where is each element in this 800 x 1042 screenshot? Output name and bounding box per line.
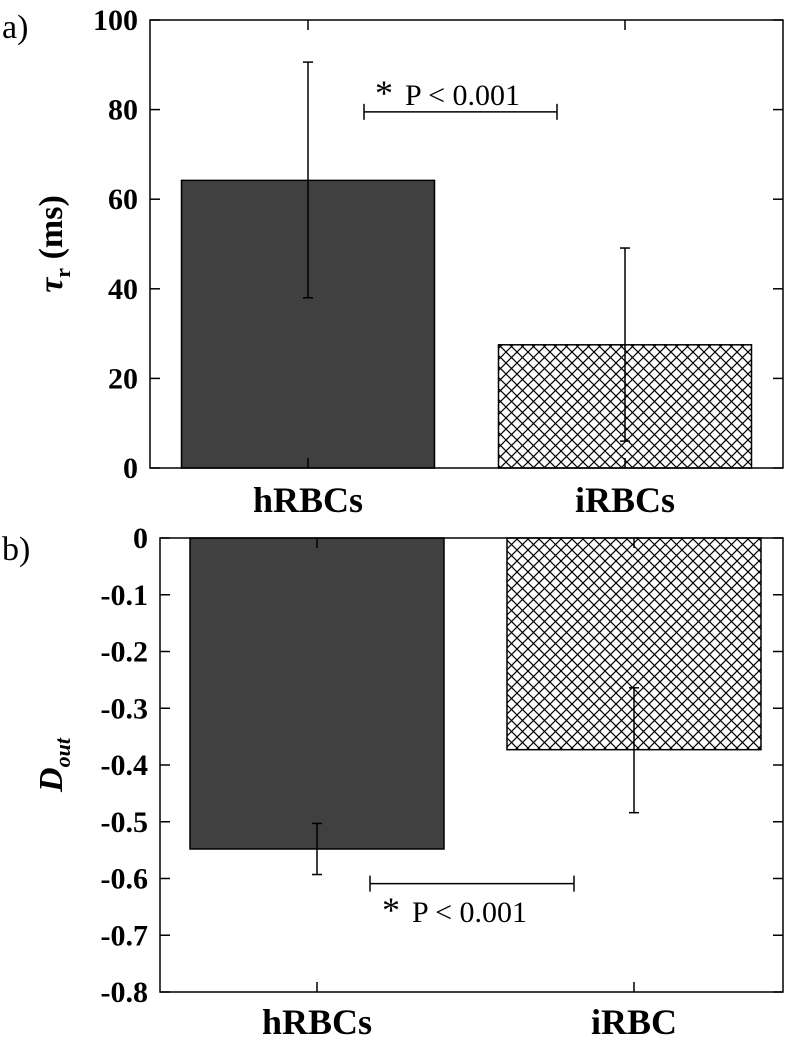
ytick-label: -0.7	[101, 919, 149, 952]
ytick-label: 0	[123, 452, 138, 485]
ytick-label: 20	[108, 362, 138, 395]
significance-text: P < 0.001	[405, 79, 520, 112]
ytick-label: -0.1	[101, 579, 149, 612]
ytick-label: -0.8	[101, 976, 149, 1009]
category-label-hRBCs: hRBCs	[253, 480, 363, 520]
panel-b: 0 -0.1 -0.2 -0.3 -0.4 -0.5 -0.6 -0.7 -0.8 hRBCs iR…	[2, 522, 784, 1042]
ytick-label: 80	[108, 94, 138, 127]
ytick-label: 100	[93, 4, 138, 37]
y-axis-label: τr (ms)	[33, 195, 75, 293]
significance-star: *	[382, 890, 400, 930]
category-label-iRBC: iRBC	[591, 1002, 677, 1042]
ytick-label: -0.2	[101, 636, 149, 669]
y-axis-label: Dout	[33, 737, 75, 793]
ytick-label: -0.4	[101, 749, 149, 782]
significance-star: *	[375, 73, 393, 113]
significance-text: P < 0.001	[412, 896, 527, 929]
ytick-label: -0.5	[101, 806, 149, 839]
panel-a: 0 20 40 60 80 100 hRBCs iRBCs a) τr (ms) * P < 0.00…	[2, 4, 784, 520]
panel-label: b)	[2, 531, 30, 568]
panel-label: a)	[2, 9, 28, 46]
ytick-label: -0.6	[101, 863, 149, 896]
category-label-hRBCs: hRBCs	[262, 1002, 372, 1042]
category-label-iRBCs: iRBCs	[575, 480, 675, 520]
bar-hRBCs	[189, 537, 445, 850]
ytick-label: 40	[108, 273, 138, 306]
ytick-label: 0	[133, 522, 148, 555]
ytick-label: -0.3	[101, 692, 149, 725]
axes-frame	[149, 19, 784, 469]
ytick-label: 60	[108, 183, 138, 216]
